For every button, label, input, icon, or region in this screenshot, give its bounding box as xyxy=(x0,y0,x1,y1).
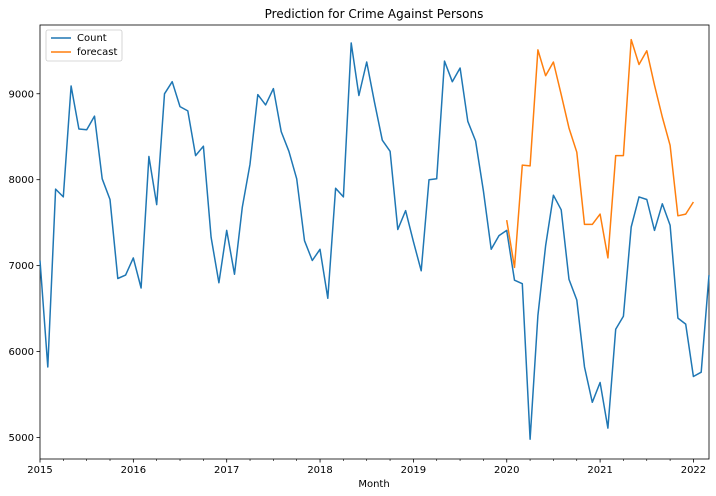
y-tick-label: 7000 xyxy=(9,261,34,272)
series-line-forecast xyxy=(505,38,695,269)
x-tick-label: 2018 xyxy=(307,465,332,476)
y-tick-label: 5000 xyxy=(9,433,34,444)
series-line-count xyxy=(39,42,710,440)
y-axis: 5000 6000 7000 8000 9000 xyxy=(9,89,40,444)
x-tick-label: 2015 xyxy=(27,465,52,476)
y-tick-label: 8000 xyxy=(9,175,34,186)
plot-frame xyxy=(39,24,710,460)
x-axis: 2015 2016 2017 2018 2019 2020 2021 2022 xyxy=(27,459,706,476)
chart-title: Prediction for Crime Against Persons xyxy=(265,7,484,21)
legend-label-count: Count xyxy=(77,33,107,44)
y-tick-label: 9000 xyxy=(9,89,34,100)
x-axis-label: Month xyxy=(358,479,389,490)
x-tick-label: 2017 xyxy=(214,465,239,476)
x-tick-label: 2016 xyxy=(121,465,146,476)
series-layer xyxy=(39,38,710,440)
x-tick-label: 2022 xyxy=(681,465,706,476)
legend: Count forecast xyxy=(45,29,123,62)
x-tick-label: 2021 xyxy=(587,465,612,476)
x-tick-label: 2020 xyxy=(494,465,519,476)
legend-label-forecast: forecast xyxy=(77,47,118,58)
y-tick-label: 6000 xyxy=(9,347,34,358)
x-tick-label: 2019 xyxy=(401,465,426,476)
